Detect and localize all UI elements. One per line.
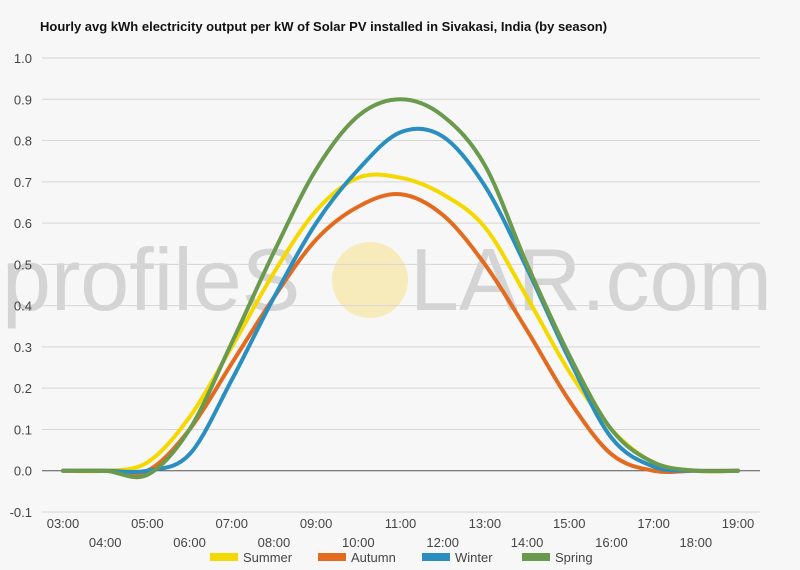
y-tick-label: -0.1: [10, 505, 32, 520]
legend-item-summer[interactable]: Summer: [210, 550, 293, 565]
x-tick-label: 17:00: [637, 516, 670, 531]
legend-swatch: [522, 553, 550, 561]
y-tick-label: 0.6: [14, 216, 32, 231]
x-tick-label: 06:00: [173, 535, 206, 550]
x-tick-label: 08:00: [258, 535, 291, 550]
legend-swatch: [210, 553, 238, 561]
y-tick-label: 0.4: [14, 299, 32, 314]
series-lines: [61, 97, 740, 480]
y-axis-ticks: -0.1 0.0 0.1 0.2 0.3 0.4 0.5 0.6 0.7 0.8 0.9 1.0: [10, 51, 32, 520]
legend-item-autumn[interactable]: Autumn: [318, 550, 396, 565]
x-axis-ticks: 03:00 04:00 05:00 06:00 07:00 08:00 09:00 10:00…: [47, 516, 755, 550]
y-tick-label: 0.9: [14, 92, 32, 107]
y-tick-label: 0.3: [14, 340, 32, 355]
x-tick-label: 07:00: [215, 516, 248, 531]
watermark: profileS LAR.com: [2, 230, 772, 329]
x-tick-label: 09:00: [300, 516, 333, 531]
y-tick-label: 0.8: [14, 134, 32, 149]
legend-swatch: [318, 553, 346, 561]
legend-item-winter[interactable]: Winter: [422, 550, 493, 565]
x-tick-label: 15:00: [553, 516, 586, 531]
x-tick-label: 14:00: [511, 535, 544, 550]
legend-label: Autumn: [351, 550, 396, 565]
x-tick-label: 05:00: [131, 516, 164, 531]
chart-title: Hourly avg kWh electricity output per kW…: [40, 19, 608, 34]
y-tick-label: 0.0: [14, 464, 32, 479]
y-tick-label: 0.7: [14, 175, 32, 190]
series-line-spring: [61, 97, 740, 480]
y-tick-label: 1.0: [14, 51, 32, 66]
legend-item-spring[interactable]: Spring: [522, 550, 593, 565]
x-tick-label: 04:00: [89, 535, 122, 550]
x-tick-label: 12:00: [426, 535, 459, 550]
x-tick-label: 13:00: [469, 516, 502, 531]
y-tick-label: 0.1: [14, 422, 32, 437]
y-tick-label: 0.2: [14, 381, 32, 396]
x-tick-label: 10:00: [342, 535, 375, 550]
x-tick-label: 16:00: [595, 535, 628, 550]
watermark-text-right: LAR.com: [410, 230, 772, 329]
legend-label: Spring: [555, 550, 593, 565]
x-tick-label: 11:00: [385, 516, 417, 531]
legend-label: Summer: [243, 550, 293, 565]
x-tick-label: 19:00: [722, 516, 755, 531]
legend-label: Winter: [455, 550, 493, 565]
legend-swatch: [422, 553, 450, 561]
y-tick-label: 0.5: [14, 257, 32, 272]
x-tick-label: 18:00: [680, 535, 713, 550]
grid-lines: [42, 57, 760, 513]
x-tick-label: 03:00: [47, 516, 80, 531]
series-line-winter: [61, 126, 740, 474]
watermark-sun-icon: [332, 242, 408, 318]
watermark-text-left: profileS: [2, 230, 300, 329]
legend[interactable]: Summer Autumn Winter Spring: [210, 550, 593, 565]
